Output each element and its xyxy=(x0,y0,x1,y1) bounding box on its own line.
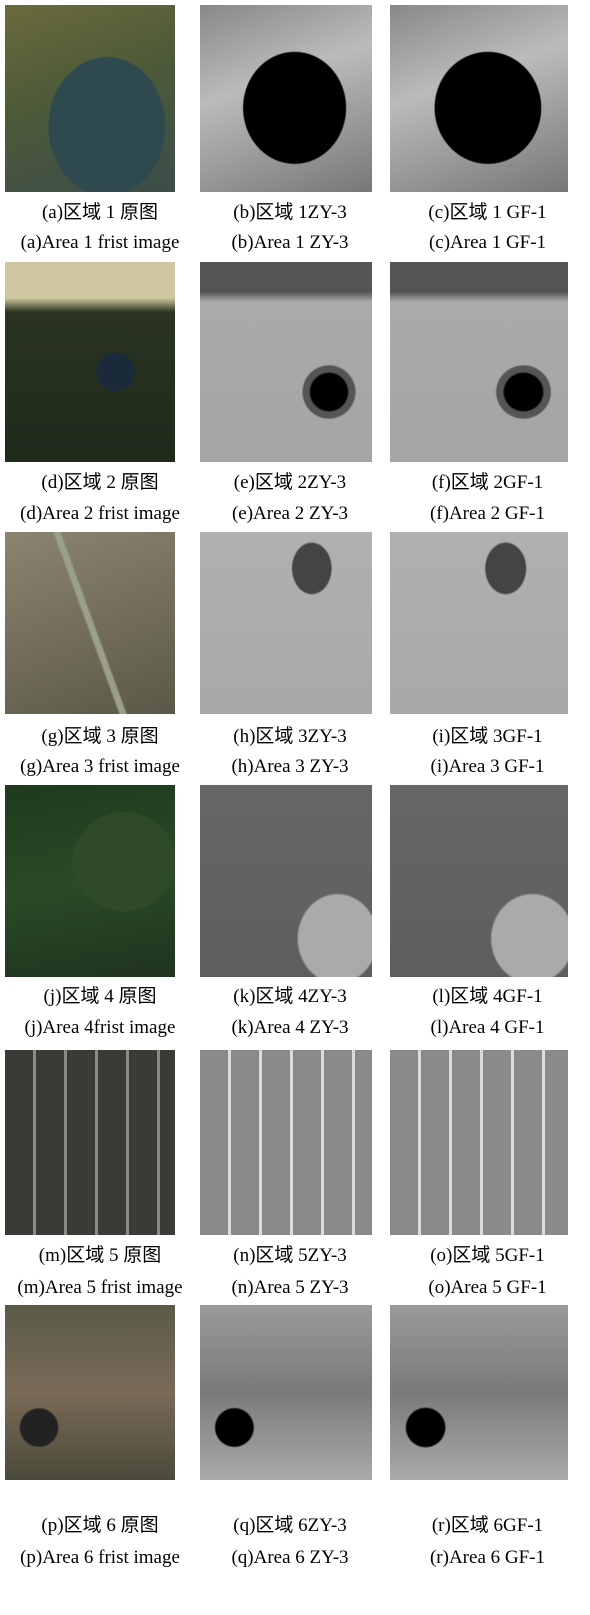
caption-en: (p)Area 6 frist image xyxy=(0,1547,200,1569)
classification-map xyxy=(390,5,568,192)
original-image xyxy=(5,532,175,714)
classification-map xyxy=(200,532,372,714)
caption-en: (k)Area 4 ZY-3 xyxy=(195,1017,385,1039)
caption-en: (e)Area 2 ZY-3 xyxy=(195,503,385,525)
caption-cn: (r)区域 6GF-1 xyxy=(385,1515,590,1537)
caption-cn: (b)区域 1ZY-3 xyxy=(195,202,385,224)
caption-cn: (m)区域 5 原图 xyxy=(0,1245,200,1267)
caption-cn: (h)区域 3ZY-3 xyxy=(195,726,385,748)
caption-en: (c)Area 1 GF-1 xyxy=(385,232,590,254)
caption-cn: (i)区域 3GF-1 xyxy=(385,726,590,748)
caption-cn: (e)区域 2ZY-3 xyxy=(195,472,385,494)
caption-cn: (l)区域 4GF-1 xyxy=(385,986,590,1008)
classification-map xyxy=(200,5,372,192)
classification-map xyxy=(200,1050,372,1235)
caption-en: (r)Area 6 GF-1 xyxy=(385,1547,590,1569)
caption-en: (j)Area 4frist image xyxy=(0,1017,200,1039)
caption-en: (g)Area 3 frist image xyxy=(0,756,200,778)
classification-map xyxy=(390,1305,568,1480)
caption-en: (f)Area 2 GF-1 xyxy=(385,503,590,525)
classification-map xyxy=(200,785,372,977)
caption-en: (m)Area 5 frist image xyxy=(0,1277,200,1299)
caption-cn: (q)区域 6ZY-3 xyxy=(195,1515,385,1537)
classification-map xyxy=(390,1050,568,1235)
original-image xyxy=(5,1050,175,1235)
caption-en: (h)Area 3 ZY-3 xyxy=(195,756,385,778)
caption-en: (d)Area 2 frist image xyxy=(0,503,200,525)
caption-cn: (c)区域 1 GF-1 xyxy=(385,202,590,224)
caption-cn: (f)区域 2GF-1 xyxy=(385,472,590,494)
caption-en: (b)Area 1 ZY-3 xyxy=(195,232,385,254)
caption-en: (n)Area 5 ZY-3 xyxy=(195,1277,385,1299)
caption-en: (a)Area 1 frist image xyxy=(0,232,200,254)
original-image xyxy=(5,262,175,462)
caption-cn: (k)区域 4ZY-3 xyxy=(195,986,385,1008)
caption-en: (i)Area 3 GF-1 xyxy=(385,756,590,778)
caption-cn: (j)区域 4 原图 xyxy=(0,986,200,1008)
caption-cn: (g)区域 3 原图 xyxy=(0,726,200,748)
caption-cn: (d)区域 2 原图 xyxy=(0,472,200,494)
caption-cn: (p)区域 6 原图 xyxy=(0,1515,200,1537)
classification-map xyxy=(390,532,568,714)
caption-en: (o)Area 5 GF-1 xyxy=(385,1277,590,1299)
classification-map xyxy=(390,785,568,977)
caption-cn: (n)区域 5ZY-3 xyxy=(195,1245,385,1267)
caption-cn: (o)区域 5GF-1 xyxy=(385,1245,590,1267)
original-image xyxy=(5,5,175,192)
classification-map xyxy=(200,262,372,462)
original-image xyxy=(5,1305,175,1480)
classification-map xyxy=(390,262,568,462)
figure: (a)区域 1 原图 (a)Area 1 frist image (b)区域 1ZY… xyxy=(0,0,590,1615)
classification-map xyxy=(200,1305,372,1480)
caption-en: (q)Area 6 ZY-3 xyxy=(195,1547,385,1569)
caption-cn: (a)区域 1 原图 xyxy=(0,202,200,224)
caption-en: (l)Area 4 GF-1 xyxy=(385,1017,590,1039)
original-image xyxy=(5,785,175,977)
